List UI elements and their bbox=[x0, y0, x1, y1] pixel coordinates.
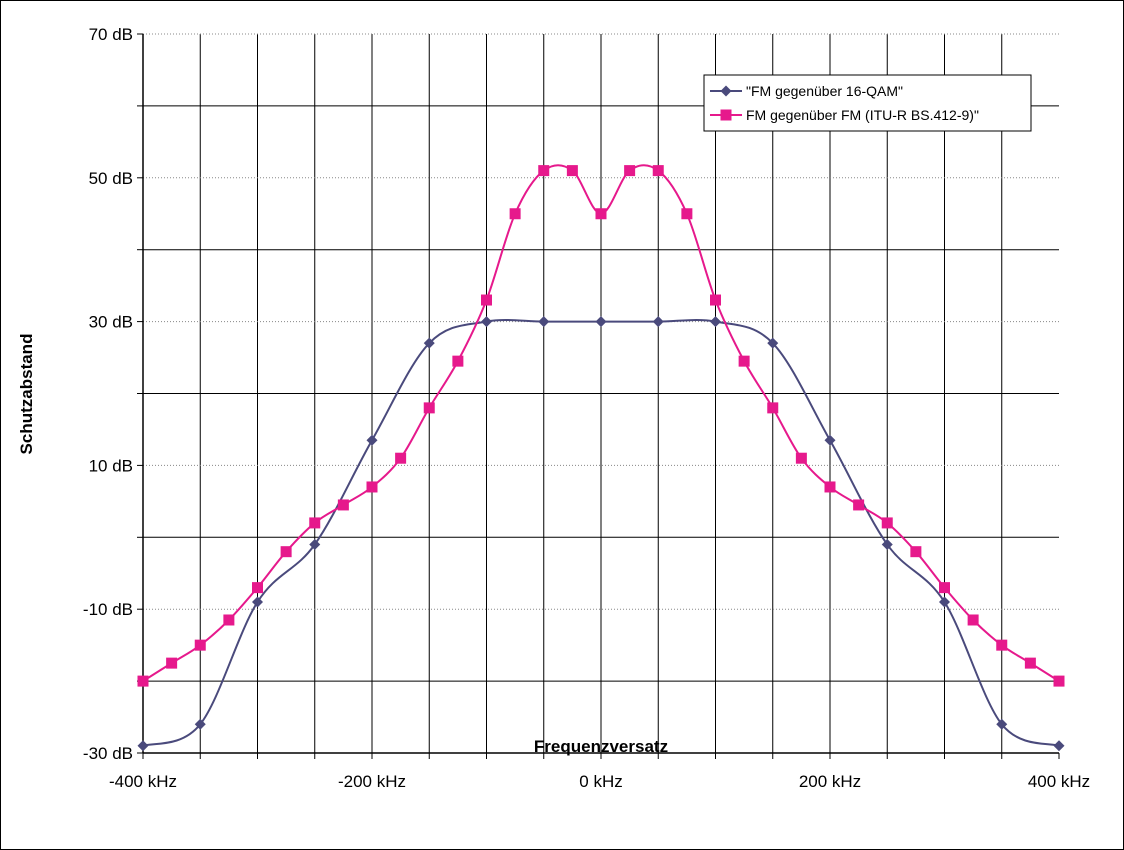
series-layer bbox=[137, 164, 1065, 752]
data-point bbox=[681, 208, 693, 220]
data-point bbox=[910, 546, 922, 558]
data-point bbox=[881, 517, 893, 529]
data-point bbox=[280, 546, 292, 558]
data-point bbox=[710, 316, 721, 328]
data-point bbox=[481, 316, 492, 328]
legend-entry: FM gegenüber FM (ITU-R BS.412-9)" bbox=[746, 107, 979, 123]
data-point bbox=[1053, 740, 1065, 752]
y-tick-label: 50 dB bbox=[89, 169, 133, 188]
x-tick-label: -200 kHz bbox=[338, 772, 406, 791]
data-point bbox=[166, 657, 178, 669]
x-axis-title: Frequenzversatz bbox=[534, 737, 668, 756]
data-point bbox=[566, 165, 578, 177]
data-point bbox=[967, 614, 979, 626]
data-point bbox=[309, 538, 321, 550]
data-point bbox=[309, 517, 321, 529]
series-1 bbox=[137, 316, 1065, 752]
series-2 bbox=[137, 164, 1065, 687]
data-point bbox=[996, 639, 1008, 651]
data-point bbox=[881, 538, 893, 550]
data-point bbox=[1024, 657, 1036, 669]
data-point bbox=[423, 337, 435, 349]
y-axis-title: Schutzabstand bbox=[17, 334, 36, 455]
data-point bbox=[624, 165, 636, 177]
y-tick-label: 10 dB bbox=[89, 456, 133, 475]
data-point bbox=[509, 208, 521, 220]
data-point bbox=[710, 294, 721, 306]
data-point bbox=[767, 402, 779, 414]
data-point bbox=[853, 499, 865, 511]
data-point bbox=[252, 582, 263, 594]
axes bbox=[137, 33, 1060, 759]
data-point bbox=[996, 718, 1008, 730]
data-point bbox=[767, 337, 779, 349]
data-point bbox=[595, 208, 607, 220]
data-point bbox=[939, 596, 950, 608]
data-point bbox=[824, 481, 836, 493]
data-point bbox=[652, 165, 664, 177]
data-point bbox=[395, 452, 407, 464]
data-point bbox=[652, 316, 664, 328]
data-point bbox=[337, 499, 349, 511]
data-point bbox=[252, 596, 263, 608]
y-tick-label: -10 dB bbox=[83, 600, 133, 619]
x-tick-label: 0 kHz bbox=[579, 772, 622, 791]
legend-entry: "FM gegenüber 16-QAM" bbox=[746, 83, 903, 99]
data-point bbox=[194, 639, 206, 651]
data-point bbox=[824, 434, 836, 446]
x-tick-labels: -400 kHz -200 kHz 0 kHz 200 kHz 400 kHz bbox=[109, 772, 1090, 791]
data-point bbox=[452, 355, 464, 367]
y-tick-labels: -30 dB -10 dB 10 dB 30 dB 50 dB 70 dB bbox=[83, 25, 133, 763]
grid bbox=[143, 33, 1059, 753]
x-tick-label: 400 kHz bbox=[1028, 772, 1090, 791]
data-point bbox=[366, 481, 378, 493]
y-tick-label: -30 dB bbox=[83, 744, 133, 763]
data-point bbox=[795, 452, 807, 464]
data-point bbox=[595, 316, 607, 328]
legend-swatch-marker bbox=[720, 85, 732, 97]
x-tick-label: 200 kHz bbox=[799, 772, 861, 791]
data-point bbox=[1053, 675, 1065, 687]
legend-swatch-marker bbox=[720, 109, 732, 121]
data-point bbox=[366, 434, 378, 446]
legend-box bbox=[703, 74, 1032, 132]
data-point bbox=[538, 316, 550, 328]
data-point bbox=[481, 294, 492, 306]
y-tick-label: 70 dB bbox=[89, 25, 133, 44]
data-point bbox=[137, 740, 149, 752]
data-point bbox=[423, 402, 435, 414]
data-point bbox=[137, 675, 149, 687]
data-point bbox=[538, 165, 550, 177]
y-tick-label: 30 dB bbox=[89, 313, 133, 332]
data-point bbox=[223, 614, 235, 626]
x-tick-label: -400 kHz bbox=[109, 772, 177, 791]
data-point bbox=[939, 582, 950, 594]
legend: "FM gegenüber 16-QAM" FM gegenüber FM (IT… bbox=[703, 74, 1032, 132]
data-point bbox=[738, 355, 750, 367]
data-point bbox=[194, 718, 206, 730]
